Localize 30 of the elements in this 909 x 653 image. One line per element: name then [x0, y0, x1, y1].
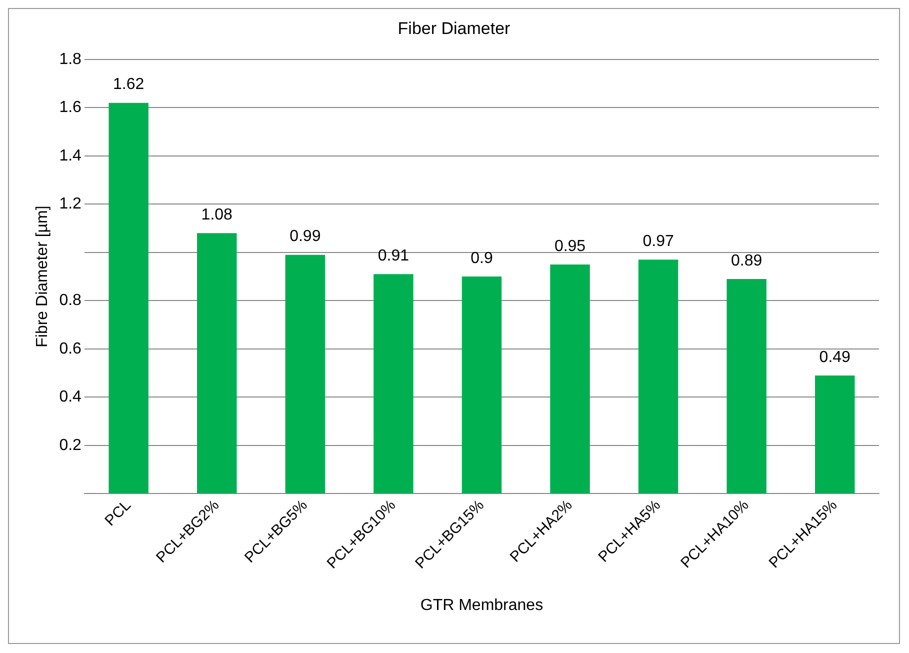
bar: [726, 278, 766, 494]
y-tick-label: 0.8: [59, 292, 82, 310]
data-label: 1.08: [201, 206, 233, 224]
y-axis-title: Fibre Diameter [µm]: [34, 206, 52, 348]
bar: [462, 276, 502, 494]
bar: [197, 233, 237, 494]
data-label: 0.49: [819, 348, 851, 366]
bar: [550, 264, 590, 494]
data-label: 0.9: [470, 250, 493, 267]
y-tick-label: 1.8: [59, 50, 82, 68]
y-tick-label: 1.4: [59, 147, 82, 164]
y-tick-label: 1.2: [59, 196, 82, 213]
chart-title: Fiber Diameter: [398, 18, 511, 38]
bar: [638, 260, 678, 494]
bar: [374, 274, 414, 494]
data-label: 0.89: [731, 252, 762, 270]
x-tick-label: PCL: [102, 496, 134, 530]
data-label: 0.95: [554, 238, 586, 255]
bar: [108, 102, 148, 494]
data-label: 0.97: [642, 233, 674, 250]
data-label: 0.99: [290, 228, 321, 246]
bar: [285, 254, 326, 494]
y-tick-label: 0.4: [59, 388, 82, 406]
y-tick-label: 1.6: [59, 99, 82, 116]
y-tick-label: 0.2: [59, 436, 82, 454]
y-tick-label: 0.6: [59, 340, 82, 358]
data-label: 0.91: [378, 248, 410, 265]
bar: [814, 375, 855, 494]
x-axis-title: GTR Membranes: [420, 596, 544, 614]
data-label: 1.62: [113, 76, 144, 94]
